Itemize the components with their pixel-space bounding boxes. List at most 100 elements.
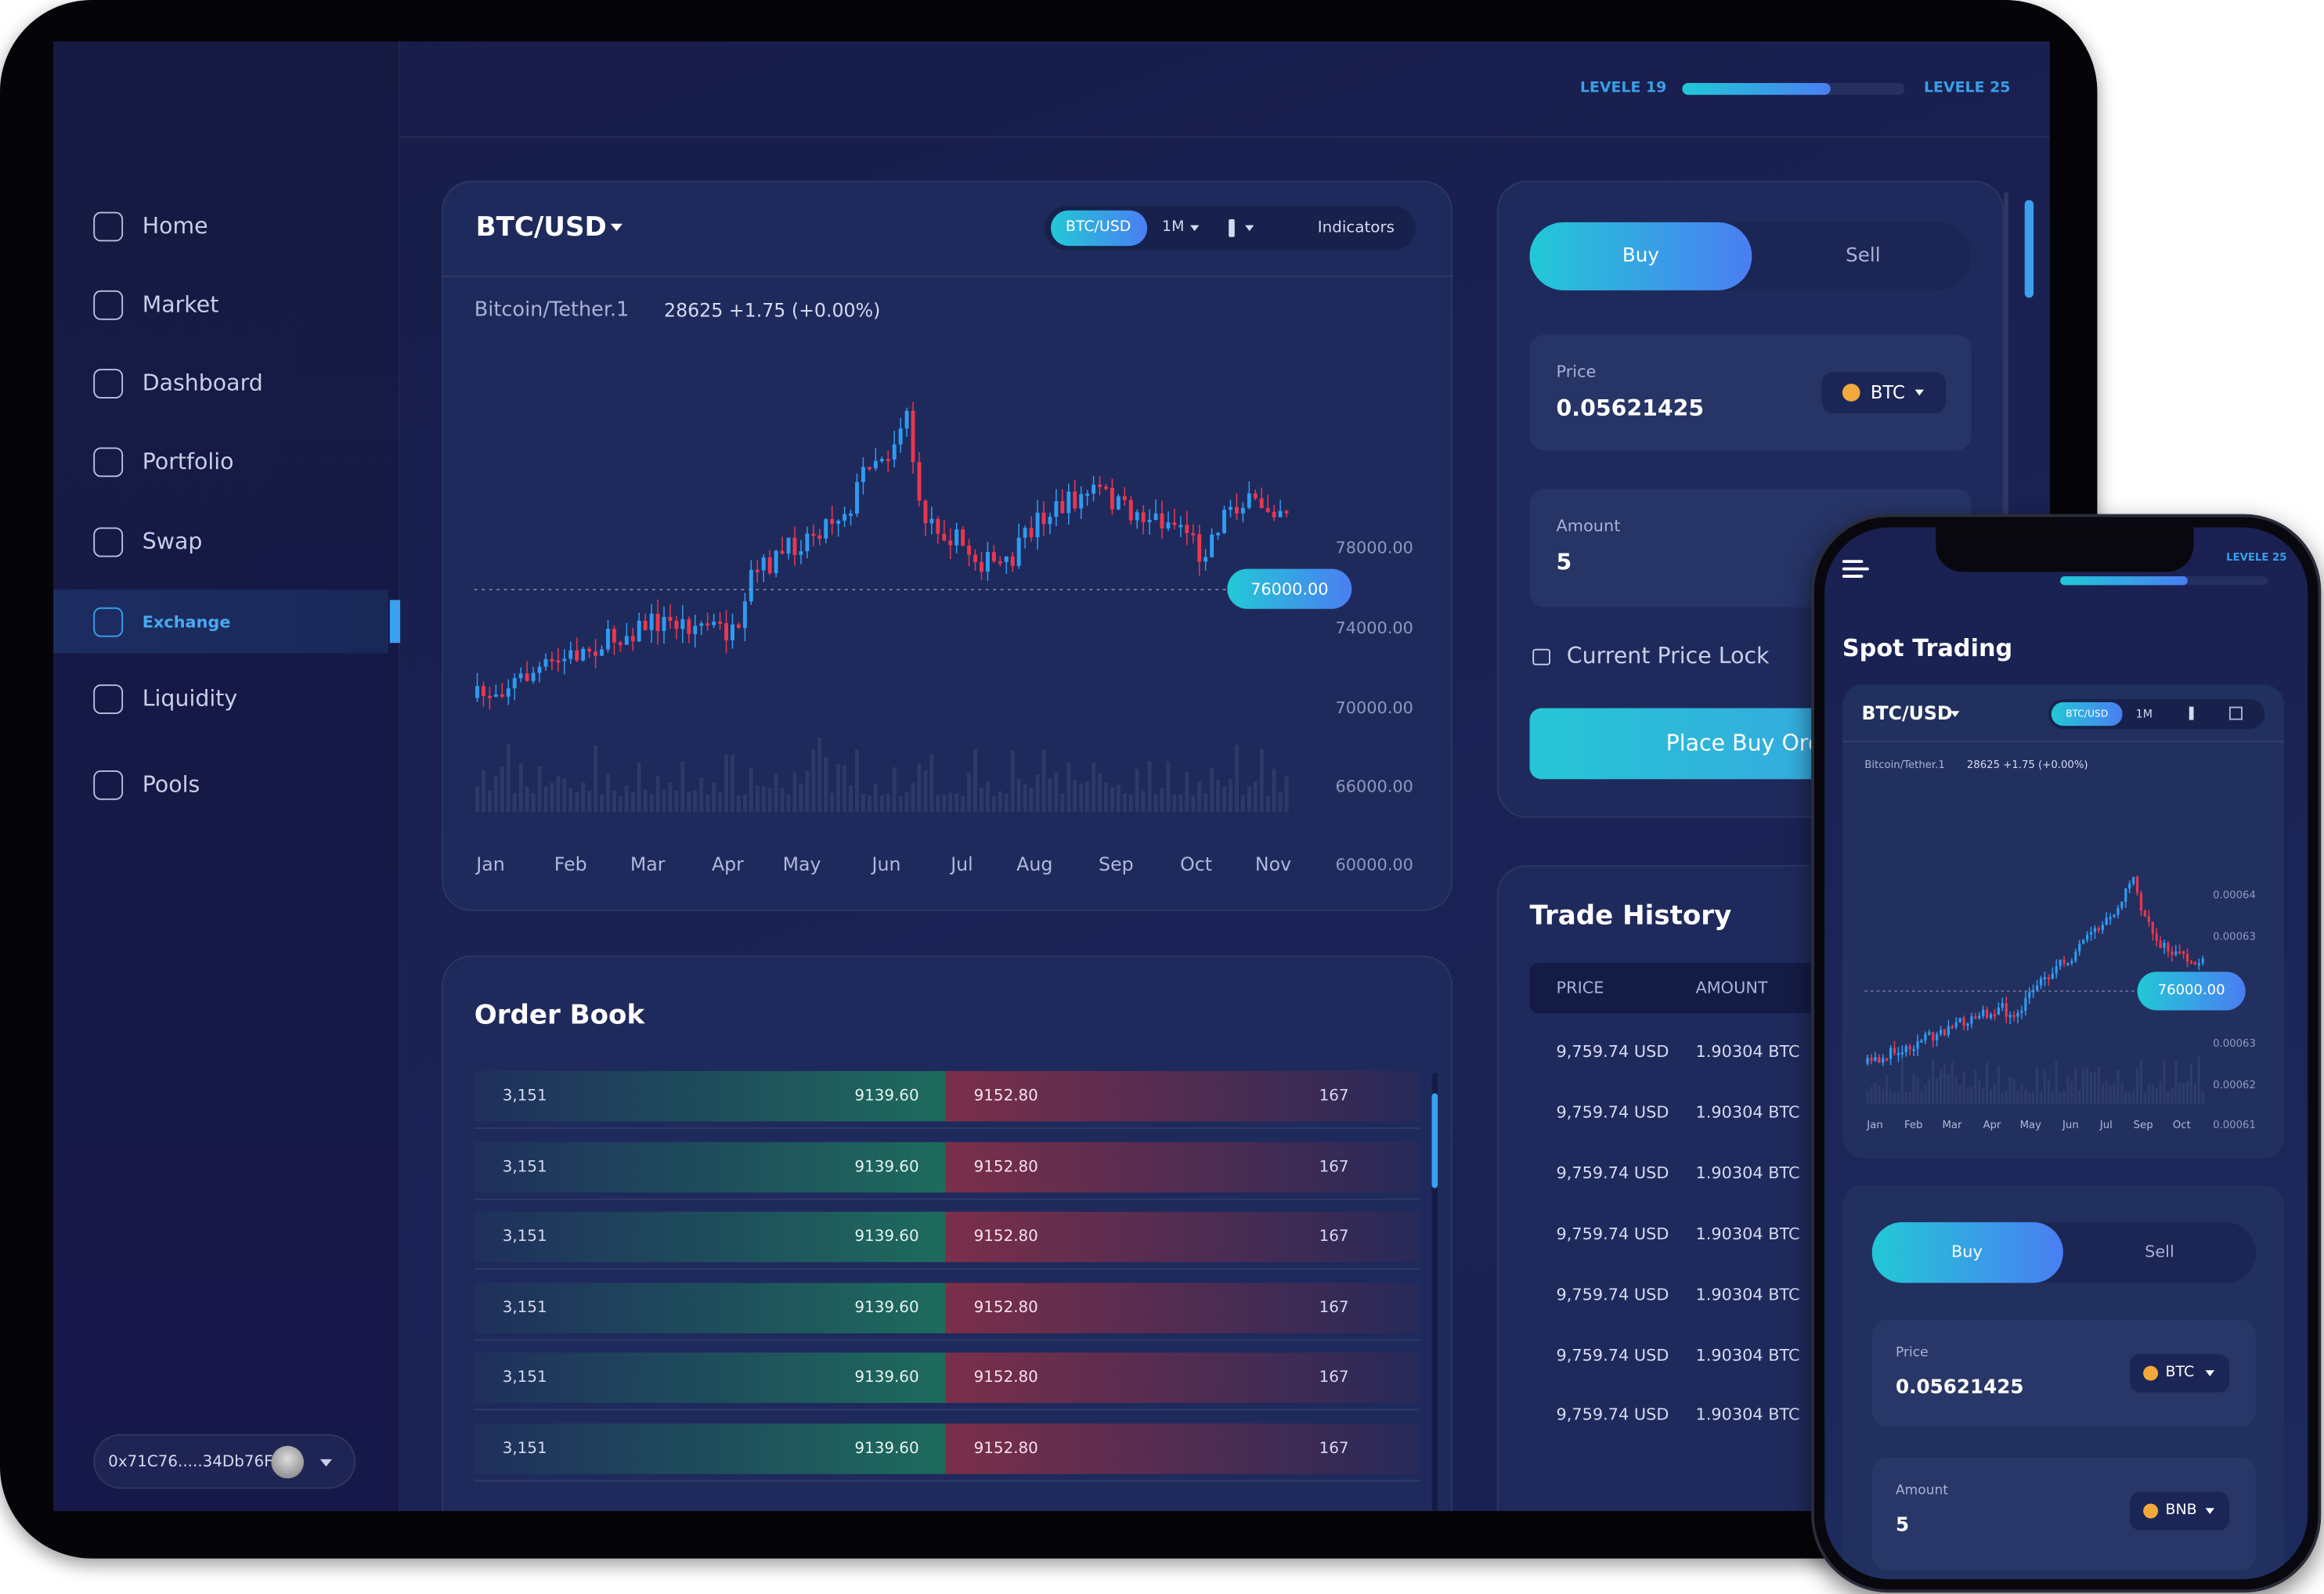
tab-caret xyxy=(1245,225,1254,232)
volume-bar xyxy=(1041,749,1046,812)
tab-label[interactable]: BTC/USD xyxy=(1065,219,1131,236)
candle-body xyxy=(680,618,685,629)
candle-body xyxy=(1878,1057,1881,1063)
volume-bar xyxy=(1866,1091,1869,1104)
ask-price: 9152.80 xyxy=(973,1158,1038,1176)
volume-bar xyxy=(1912,1073,1915,1104)
phone-sell-label[interactable]: Sell xyxy=(2145,1242,2174,1262)
nav-item[interactable]: Liquidity xyxy=(142,685,238,712)
volume-bar xyxy=(512,792,517,812)
order-count: 167 xyxy=(1319,1368,1349,1387)
bid-bar xyxy=(474,1423,946,1474)
candle-body xyxy=(861,467,865,482)
volume-bar xyxy=(892,767,897,812)
phone-y-axis-label: 0.00064 xyxy=(2213,889,2256,902)
bid-price: 9139.60 xyxy=(854,1298,919,1317)
phone-tab-label[interactable]: 1M xyxy=(2135,707,2153,721)
nav-item[interactable]: Home xyxy=(142,212,208,240)
candle-body xyxy=(1924,1033,1927,1040)
phone-buy-label[interactable]: Buy xyxy=(1951,1242,1983,1262)
candle-body xyxy=(1210,534,1214,557)
volume-bar xyxy=(1004,793,1009,812)
volume-bar xyxy=(662,790,666,812)
candle-body xyxy=(1993,1014,1997,1017)
nav-item[interactable]: Portfolio xyxy=(142,448,234,475)
candle-body xyxy=(1222,510,1226,533)
volume-bar xyxy=(824,756,828,812)
indicators-button[interactable]: Indicators xyxy=(1317,218,1395,237)
nav-icon xyxy=(93,369,124,399)
candle-body xyxy=(1216,532,1221,536)
candle-body xyxy=(2078,943,2081,952)
candle-body xyxy=(2055,966,2058,974)
phone-tab-label[interactable]: BTC/USD xyxy=(2066,707,2109,720)
volume-bar xyxy=(482,770,485,812)
order-book-title: Order Book xyxy=(474,1000,645,1031)
coin-select[interactable] xyxy=(1821,371,1947,413)
order-count: 167 xyxy=(1319,1228,1349,1246)
order-count: 167 xyxy=(1319,1158,1349,1176)
volume-bar xyxy=(867,795,872,812)
sidebar xyxy=(53,41,401,1512)
phone-pair[interactable]: BTC/USD xyxy=(1861,701,1953,724)
y-axis-label: 66000.00 xyxy=(1335,777,1413,797)
volume-bar xyxy=(767,788,772,812)
nav-item[interactable]: Swap xyxy=(142,528,203,555)
coin-icon xyxy=(1842,384,1860,402)
nav-item[interactable]: Market xyxy=(142,290,219,318)
volume-bar xyxy=(1896,1091,1900,1104)
volume-bar xyxy=(1092,763,1096,812)
volume-bar xyxy=(2059,1092,2062,1104)
column-header[interactable]: PRICE xyxy=(1556,978,1604,998)
y-axis-label: 70000.00 xyxy=(1335,698,1413,718)
order-count: 167 xyxy=(1319,1087,1349,1105)
phone-y-axis-label: 0.00061 xyxy=(2213,1119,2256,1131)
nav-item[interactable]: Exchange xyxy=(142,612,231,633)
volume-bar xyxy=(843,765,847,812)
phone-tab-active[interactable] xyxy=(2051,701,2123,727)
volume-bar xyxy=(1908,1092,1911,1104)
trade-price: 9,759.74 USD xyxy=(1556,1102,1669,1123)
phone-notch xyxy=(1936,527,2194,572)
candle-body xyxy=(1128,499,1133,521)
volume-bar xyxy=(1141,791,1146,812)
candle-body xyxy=(630,636,635,642)
price-lock-label[interactable]: Current Price Lock xyxy=(1566,642,1770,669)
order-size: 3,151 xyxy=(502,1158,547,1176)
buy-label[interactable]: Buy xyxy=(1622,245,1659,268)
nav-item[interactable]: Dashboard xyxy=(142,370,263,397)
candle-body xyxy=(655,613,660,632)
nav-item[interactable]: Pools xyxy=(142,770,200,798)
candle-body xyxy=(2012,1015,2015,1018)
volume-bar xyxy=(1989,1089,1993,1104)
volume-bar xyxy=(2185,1081,2189,1104)
volume-bar xyxy=(487,790,492,812)
order-book-scroll-track xyxy=(1431,1072,1438,1512)
candle-body xyxy=(1141,512,1146,522)
chart-pair[interactable]: BTC/USD xyxy=(475,211,607,243)
phone-buy-tab[interactable] xyxy=(1871,1222,2063,1283)
volume-bar xyxy=(2147,1084,2150,1104)
sell-label[interactable]: Sell xyxy=(1846,245,1881,268)
tab-label[interactable]: 1M xyxy=(1162,219,1185,236)
phone-level-end: LEVELE 25 xyxy=(2226,551,2287,564)
candle-body xyxy=(911,410,915,463)
candle-body xyxy=(961,529,965,546)
candle-body xyxy=(923,500,928,524)
column-header[interactable]: AMOUNT xyxy=(1695,978,1768,998)
candle-body xyxy=(1191,533,1196,536)
candle-body xyxy=(780,550,785,554)
candle-body xyxy=(761,557,766,571)
wallet-pill[interactable] xyxy=(93,1434,356,1489)
candle-body xyxy=(1908,1046,1911,1050)
volume-bar xyxy=(2039,1091,2043,1104)
volume-bar xyxy=(1882,1089,1885,1104)
volume-bar xyxy=(1936,1078,1939,1104)
candle-body xyxy=(2070,961,2073,964)
tab-active[interactable] xyxy=(1051,210,1148,247)
row-divider xyxy=(474,1268,1420,1270)
candle-body xyxy=(917,462,922,501)
buy-tab[interactable] xyxy=(1529,222,1752,290)
volume-bar xyxy=(1997,1066,2000,1104)
tablet-screen: LEVELE 19 LEVELE 25 Home Market Dashboard Por… xyxy=(53,41,2050,1512)
